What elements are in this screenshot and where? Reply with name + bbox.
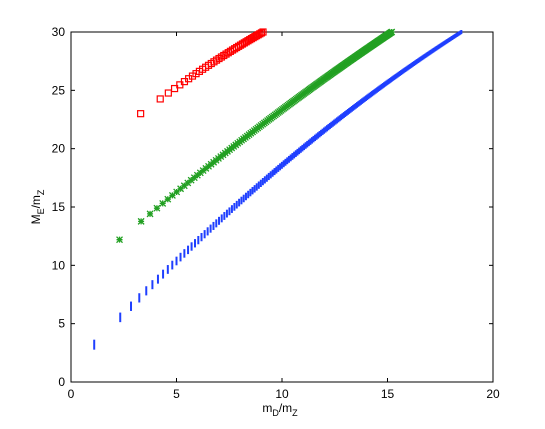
- data-point: [180, 182, 188, 190]
- x-tick-label: 0: [68, 387, 75, 401]
- x-tick-label: 15: [381, 387, 395, 401]
- x-label-sub2: Z: [292, 408, 298, 418]
- axis-ticks: 0 5 10 15 20 0 5 10 15 20 25 30: [52, 25, 500, 401]
- x-tick-label: 5: [173, 387, 180, 401]
- data-point: [137, 110, 145, 118]
- series-2: [93, 30, 463, 350]
- data-point: [184, 179, 192, 187]
- y-label-sub2: Z: [36, 189, 46, 195]
- data-point: [388, 28, 396, 36]
- y-tick-label: 20: [52, 142, 66, 156]
- data-point: [164, 195, 172, 203]
- data-point: [257, 29, 266, 37]
- data-point: [146, 210, 154, 218]
- series-1: [116, 28, 396, 244]
- data-point: [164, 89, 172, 97]
- data-point: [156, 95, 164, 103]
- data-point: [153, 204, 161, 212]
- data-point: [170, 84, 179, 93]
- y-axis-label: ME/mZ: [29, 189, 46, 224]
- data-point: [177, 185, 185, 193]
- y-tick-label: 5: [58, 317, 65, 331]
- data-point: [168, 191, 176, 199]
- x-label-tail: /m: [279, 401, 292, 415]
- y-label-sub: E: [36, 208, 46, 214]
- plot-frame: [70, 31, 494, 383]
- y-tick-label: 10: [52, 258, 66, 272]
- series-0: [137, 28, 267, 118]
- data-point: [116, 236, 123, 244]
- x-tick-label: 10: [275, 387, 289, 401]
- data-point: [173, 188, 181, 196]
- y-tick-label: 30: [52, 25, 66, 39]
- series-group: [93, 28, 463, 350]
- x-axis-label: mD/mZ: [262, 401, 298, 418]
- data-point: [259, 28, 267, 36]
- x-label-main: m: [262, 401, 272, 415]
- y-label-main: M: [29, 214, 43, 224]
- y-label-tail: /m: [29, 195, 43, 208]
- y-tick-label: 0: [58, 375, 65, 389]
- x-label-sub: D: [272, 408, 279, 418]
- x-tick-label: 20: [486, 387, 500, 401]
- data-point: [159, 199, 167, 207]
- data-point: [137, 217, 145, 225]
- y-tick-label: 15: [52, 200, 66, 214]
- y-tick-label: 25: [52, 83, 66, 97]
- plot-area: [70, 31, 494, 383]
